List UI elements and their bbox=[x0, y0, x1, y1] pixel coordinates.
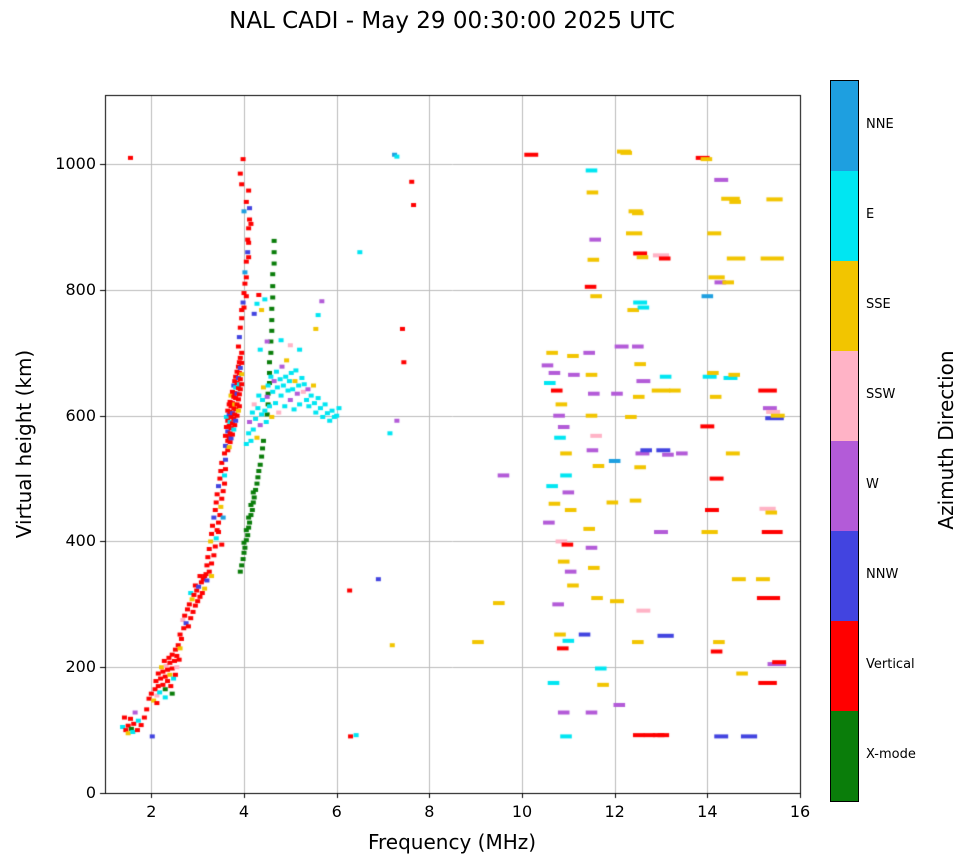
y-tick-label: 200 bbox=[65, 657, 96, 677]
x-tick-label: 6 bbox=[331, 802, 342, 821]
x-tick-label: 14 bbox=[697, 802, 718, 821]
colorbar-label-ssw: SSW bbox=[866, 387, 896, 402]
colorbar-band-nnw bbox=[831, 531, 858, 621]
colorbar-title: Azimuth Direction bbox=[934, 350, 958, 530]
colorbar-label-nne: NNE bbox=[866, 117, 894, 132]
y-tick-label: 400 bbox=[65, 531, 96, 551]
x-tick-label: 2 bbox=[146, 802, 157, 821]
y-tick-label: 0 bbox=[85, 783, 96, 802]
colorbar bbox=[830, 80, 859, 802]
colorbar-label-x-mode: X-mode bbox=[866, 747, 916, 762]
colorbar-band-w bbox=[831, 441, 858, 531]
x-tick-label: 16 bbox=[789, 802, 811, 821]
x-tick-label: 8 bbox=[424, 802, 435, 821]
colorbar-label-w: W bbox=[866, 477, 879, 492]
x-tick-label: 4 bbox=[238, 802, 250, 821]
y-tick-label: 1000 bbox=[55, 154, 96, 174]
colorbar-label-nnw: NNW bbox=[866, 567, 899, 582]
colorbar-label-vertical: Vertical bbox=[866, 657, 915, 672]
colorbar-band-nne bbox=[831, 81, 858, 171]
y-axis-label: Virtual height (km) bbox=[12, 349, 36, 539]
colorbar-label-sse: SSE bbox=[866, 297, 891, 312]
y-tick-label: 600 bbox=[65, 405, 96, 425]
colorbar-band-sse bbox=[831, 261, 858, 351]
colorbar-band-e bbox=[831, 171, 858, 261]
x-tick-label: 12 bbox=[604, 802, 625, 821]
colorbar-band-vertical bbox=[831, 621, 858, 711]
colorbar-label-e: E bbox=[866, 207, 875, 222]
x-axis-label: Frequency (MHz) bbox=[367, 830, 537, 854]
x-tick-label: 10 bbox=[511, 802, 533, 821]
colorbar-band-x-mode bbox=[831, 711, 858, 801]
chart-title: NAL CADI - May 29 00:30:00 2025 UTC bbox=[229, 8, 675, 34]
y-tick-label: 800 bbox=[65, 279, 96, 299]
colorbar-band-ssw bbox=[831, 351, 858, 441]
